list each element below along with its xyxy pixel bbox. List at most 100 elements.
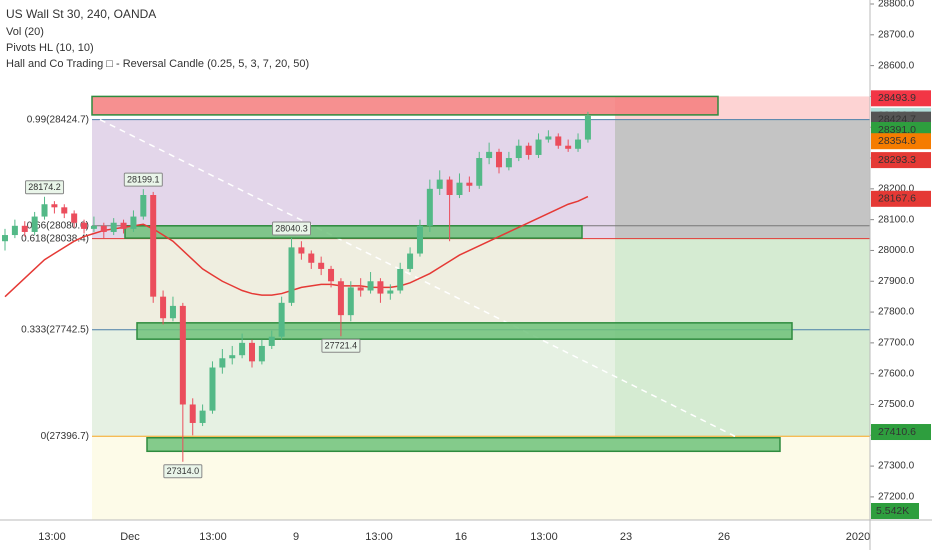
candle-body: [387, 290, 394, 294]
pivot-box: [163, 464, 203, 479]
y-tick-label: 28800.0: [878, 0, 915, 10]
x-tick-label: 2020: [846, 531, 870, 543]
candle-body: [110, 222, 117, 232]
price-badge-label: 28354.6: [878, 135, 916, 147]
candle-body: [239, 342, 246, 356]
price-badge-label: 28493.9: [878, 92, 916, 104]
zone: [136, 322, 793, 340]
candle-body: [21, 225, 28, 232]
y-tick-label: 27200.0: [878, 492, 915, 503]
price-badge-label: 27410.6: [878, 426, 916, 438]
indicator-label: Hall and Co Trading □ - Reversal Candle …: [6, 58, 309, 70]
candle-body: [258, 345, 265, 362]
volume-badge-label: 5.542K: [876, 505, 909, 517]
y-tick-label: 27300.0: [878, 461, 915, 472]
price-badge-label: 28293.3: [878, 154, 916, 166]
candle-body: [130, 216, 137, 229]
pivot-label: 27314.0: [167, 466, 200, 476]
y-tick-label: 28000.0: [878, 245, 915, 256]
y-tick-label: 27600.0: [878, 368, 915, 379]
candle-body: [505, 158, 512, 168]
candle-body: [347, 287, 354, 316]
x-tick-label: 13:00: [38, 531, 66, 543]
x-tick-label: 13:00: [199, 531, 227, 543]
candle-body: [545, 136, 552, 140]
candle-body: [229, 355, 236, 359]
candle-body: [407, 253, 414, 269]
candle-body: [140, 195, 147, 217]
candle-body: [120, 222, 127, 229]
zone: [124, 225, 583, 239]
y-tick-label: 28700.0: [878, 29, 915, 40]
candle-body: [308, 253, 315, 263]
candle-body: [249, 342, 255, 362]
candle-body: [31, 216, 38, 232]
indicator-label: Pivots HL (10, 10): [6, 42, 94, 54]
candle-body: [318, 262, 325, 269]
fib-label: 0.99(28424.7): [27, 114, 89, 125]
x-tick-label: Dec: [120, 531, 140, 543]
candle-body: [397, 268, 404, 291]
candle-body: [81, 222, 88, 229]
pivot-box: [272, 221, 312, 236]
x-tick-label: 26: [718, 531, 730, 543]
candle-body: [476, 158, 483, 186]
candle-body: [515, 145, 522, 159]
y-tick-label: 27500.0: [878, 399, 915, 410]
x-tick-label: 13:00: [365, 531, 393, 543]
volume-badge: [871, 503, 919, 519]
candle-body: [71, 213, 78, 223]
pivot-label: 27721.4: [325, 341, 358, 351]
candle-body: [298, 247, 305, 254]
y-tick-label: 27700.0: [878, 338, 915, 349]
candle-body: [169, 305, 176, 319]
zone: [146, 436, 781, 453]
candle-body: [288, 247, 295, 303]
candle-body: [41, 204, 48, 217]
price-axis: [870, 0, 932, 520]
trend-line: [99, 118, 736, 437]
candle-body: [268, 336, 275, 346]
candle-body: [486, 151, 493, 159]
candle-body: [575, 139, 582, 149]
candle-body: [426, 188, 433, 226]
y-tick-label: 28100.0: [878, 214, 915, 225]
price-badge: [871, 90, 931, 107]
fib-label: 0.333(27742.5): [21, 324, 89, 335]
candle-body: [496, 151, 502, 168]
candle-body: [525, 145, 532, 155]
fib-label: 0.618(28038.4): [21, 233, 89, 244]
x-tick-label: 13:00: [530, 531, 558, 543]
price-badge: [871, 133, 931, 150]
x-tick-label: 9: [293, 531, 299, 543]
candle-body: [584, 115, 591, 140]
pivot-label: 28199.1: [127, 174, 160, 184]
candle-body: [189, 404, 196, 423]
candle-body: [446, 179, 453, 195]
candle-body: [219, 358, 226, 368]
region: [615, 119, 870, 239]
pivot-label: 28040.3: [275, 223, 308, 233]
fib-label: 0(27396.7): [41, 431, 89, 442]
candle-body: [100, 225, 107, 232]
indicator-label: Vol (20): [6, 26, 44, 38]
y-tick-label: 28600.0: [878, 60, 915, 71]
candle-body: [199, 410, 206, 423]
candle-body: [328, 268, 335, 282]
price-badge: [871, 424, 931, 441]
candle-body: [61, 207, 68, 214]
pivot-box: [321, 338, 361, 353]
candle-body: [416, 225, 423, 254]
candle-body: [337, 281, 344, 316]
x-tick-label: 16: [455, 531, 467, 543]
candle-body: [535, 139, 542, 155]
price-badge: [871, 190, 931, 207]
fib-label: 0.66(28080.0): [27, 220, 89, 231]
candle-body: [51, 204, 58, 208]
candle-body: [377, 281, 384, 294]
candle-body: [179, 305, 186, 405]
candle-body: [90, 225, 97, 229]
price-badge-label: 28391.0: [878, 124, 916, 136]
pivot-label: 28174.2: [28, 182, 61, 192]
